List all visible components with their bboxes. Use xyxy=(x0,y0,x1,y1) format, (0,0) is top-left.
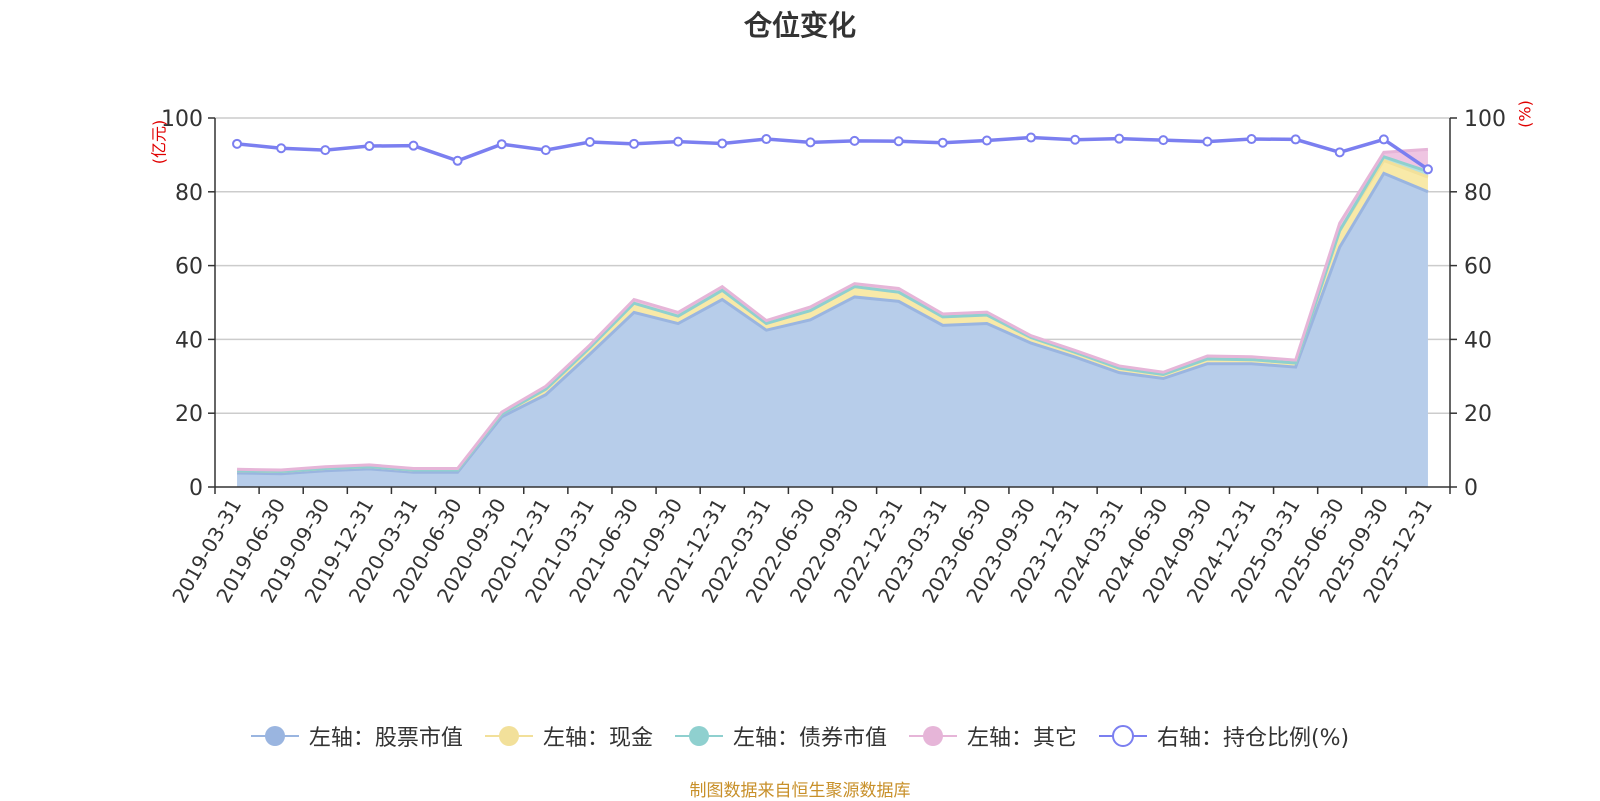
legend-label: 左轴：其它 xyxy=(966,726,1077,751)
line-layer xyxy=(232,132,1433,175)
line-point xyxy=(1025,132,1036,143)
line-右轴：持仓比例(%) xyxy=(236,135,1429,171)
line-point xyxy=(1070,134,1081,145)
axis-layer xyxy=(208,117,1457,494)
area-edge-左轴：股票市值 xyxy=(237,171,1429,476)
legend-label: 左轴：现金 xyxy=(542,726,653,751)
line-point xyxy=(717,138,728,149)
line-point xyxy=(1422,164,1433,175)
y-right-tick-label: 20 xyxy=(1464,402,1492,427)
line-point xyxy=(981,135,992,146)
legend-item[interactable]: 左轴：股票市值 xyxy=(250,720,463,752)
line-point xyxy=(629,138,640,149)
line-point xyxy=(1202,136,1213,147)
y-right-tick-label: 100 xyxy=(1464,107,1506,132)
line-point xyxy=(761,134,772,145)
y-right-tick-label: 40 xyxy=(1464,328,1492,353)
line-point xyxy=(1290,134,1301,145)
legend-swatch-icon xyxy=(908,726,957,746)
line-point xyxy=(540,145,551,156)
line-point xyxy=(805,137,816,148)
line-point xyxy=(1378,134,1389,145)
legend-swatch-icon xyxy=(250,726,299,746)
y-right-tick-label: 80 xyxy=(1464,181,1492,206)
legend-item[interactable]: 右轴：持仓比例(%) xyxy=(1098,720,1350,752)
y-left-unit: (亿元) xyxy=(150,120,169,165)
y-right-unit: (%) xyxy=(1516,100,1535,128)
y-left-tick-label: 40 xyxy=(175,328,203,353)
legend-label: 左轴：债券市值 xyxy=(732,726,887,751)
line-point xyxy=(496,139,507,150)
chart-title: 仓位变化 xyxy=(743,9,856,42)
line-point xyxy=(320,145,331,156)
area-左轴：股票市值 xyxy=(237,173,1428,487)
line-point xyxy=(1334,147,1345,158)
line-point xyxy=(849,135,860,146)
y-left-tick-label: 60 xyxy=(175,255,203,280)
line-point xyxy=(232,138,243,149)
legend: 左轴：股票市值 左轴：现金 左轴：债券市值 左轴：其它 右轴：持仓比例(%) xyxy=(0,720,1600,752)
line-point xyxy=(364,141,375,152)
area-edge-左轴：其它 xyxy=(237,147,1429,472)
line-point xyxy=(276,143,287,154)
line-point xyxy=(673,136,684,147)
legend-item[interactable]: 左轴：现金 xyxy=(484,720,653,752)
line-point xyxy=(937,137,948,148)
line-point xyxy=(1114,133,1125,144)
legend-swatch-icon xyxy=(1098,725,1147,747)
line-point xyxy=(893,136,904,147)
legend-swatch-icon xyxy=(484,726,533,746)
line-point xyxy=(1246,134,1257,145)
line-point xyxy=(1158,135,1169,146)
y-left-tick-label: 0 xyxy=(189,476,203,501)
y-right-tick-label: 0 xyxy=(1464,476,1478,501)
source-footer: 制图数据来自恒生聚源数据库 xyxy=(689,781,911,801)
legend-label: 右轴：持仓比例(%) xyxy=(1156,726,1350,751)
y-right-tick-label: 60 xyxy=(1464,255,1492,280)
y-left-tick-label: 100 xyxy=(161,107,203,132)
line-point xyxy=(584,136,595,147)
legend-item[interactable]: 左轴：债券市值 xyxy=(674,720,887,752)
area-layer xyxy=(237,147,1429,487)
legend-item[interactable]: 左轴：其它 xyxy=(908,720,1077,752)
legend-label: 左轴：股票市值 xyxy=(308,726,463,751)
y-left-tick-label: 20 xyxy=(175,402,203,427)
legend-swatch-icon xyxy=(674,726,723,746)
line-point xyxy=(452,155,463,166)
line-point xyxy=(408,140,419,151)
y-left-tick-label: 80 xyxy=(175,181,203,206)
